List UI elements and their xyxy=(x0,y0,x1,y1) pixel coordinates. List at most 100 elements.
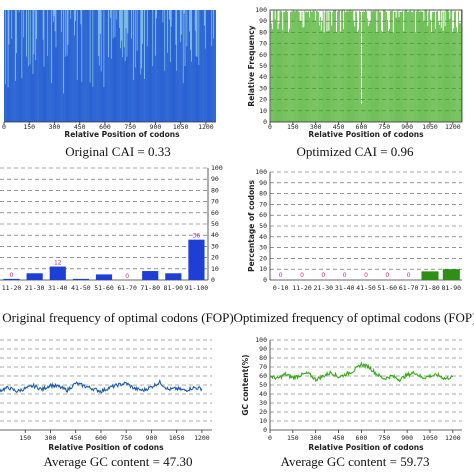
y-tick-label: 0 xyxy=(263,118,267,126)
cai-bar xyxy=(70,18,72,122)
cai-bar xyxy=(98,65,100,122)
cai-bar xyxy=(98,56,99,122)
x-axis-label: Relative Position of codons xyxy=(308,130,424,139)
cai-bar xyxy=(100,71,102,122)
x-tick-label: 11-20 xyxy=(292,284,312,292)
cai-bar xyxy=(13,10,14,122)
cai-bar xyxy=(436,11,437,123)
x-tick-label: 0 xyxy=(2,123,6,131)
cai-bar xyxy=(432,12,433,123)
cai-bar xyxy=(456,27,457,122)
cai-bar xyxy=(395,17,397,122)
cai-bar xyxy=(350,11,352,122)
cai-bar xyxy=(163,10,165,122)
cai-bar xyxy=(441,11,443,122)
y-tick-label: 10 xyxy=(259,265,267,273)
cai-bar xyxy=(57,10,59,122)
cai-bar xyxy=(142,43,143,122)
cai-bar xyxy=(356,11,358,122)
cai-bar xyxy=(407,12,408,122)
x-tick-label: 750 xyxy=(120,434,132,442)
x-tick-label: 1050 xyxy=(422,434,438,442)
x-tick-label: 51-60 xyxy=(94,284,114,292)
cai-bar xyxy=(99,33,101,122)
cai-bar xyxy=(295,10,297,123)
cai-bar xyxy=(298,12,300,122)
cai-bar xyxy=(117,10,119,122)
cai-bar xyxy=(177,10,179,122)
cai-bar xyxy=(21,78,23,122)
cai-bar xyxy=(414,10,415,122)
x-tick-label: 11-20 xyxy=(2,284,22,292)
cai-bar xyxy=(56,10,58,122)
cai-bar xyxy=(294,11,296,122)
cai-bar xyxy=(185,10,187,122)
cai-bar xyxy=(325,10,327,122)
y-tick-label: 40 xyxy=(259,233,267,241)
cai-bar xyxy=(135,10,137,122)
cai-bar xyxy=(71,10,73,122)
cai-bar xyxy=(297,11,299,123)
cai-bar xyxy=(452,32,454,122)
cai-bar xyxy=(331,25,333,122)
cai-bar xyxy=(62,10,63,122)
cai-bar xyxy=(458,11,459,123)
y-tick-label: 100 xyxy=(255,336,267,344)
x-tick-label: 1200 xyxy=(194,434,210,442)
cai-bar xyxy=(116,19,118,122)
cai-bar xyxy=(431,32,432,122)
cai-bar xyxy=(418,11,420,123)
x-tick-label: 61-70 xyxy=(399,284,419,292)
cai-bar xyxy=(54,31,56,122)
cai-bar xyxy=(106,10,108,122)
cai-bar xyxy=(453,28,455,122)
cai-bar xyxy=(124,61,126,122)
x-tick-label: 150 xyxy=(23,123,35,131)
cai-bar xyxy=(46,10,48,122)
cai-bar xyxy=(113,10,115,122)
cai-bar xyxy=(446,10,448,123)
cai-bar xyxy=(386,12,387,122)
cai-bar xyxy=(405,10,407,122)
y-tick-label: 50 xyxy=(259,381,267,389)
cai-bar xyxy=(150,10,152,122)
cai-bar xyxy=(87,10,89,122)
cai-bar xyxy=(199,10,201,122)
cai-bar xyxy=(44,10,46,122)
cai-bar xyxy=(196,56,198,122)
x-tick-label: 600 xyxy=(99,123,111,131)
cai-bar xyxy=(15,53,17,122)
cai-bar xyxy=(413,10,414,123)
cai-bar xyxy=(410,10,411,122)
cai-bar xyxy=(43,66,45,122)
cai-bar xyxy=(390,11,391,122)
cai-bar xyxy=(213,38,214,123)
cai-bar xyxy=(404,11,406,122)
cai-bar xyxy=(442,30,444,122)
cai-bar xyxy=(111,10,113,122)
cai-bar xyxy=(134,67,136,122)
cai-bar xyxy=(187,10,189,122)
cai-bar xyxy=(281,11,283,123)
cai-bar xyxy=(373,10,375,122)
cai-bar xyxy=(368,23,370,122)
cai-bar xyxy=(437,11,438,123)
y-axis-label: Relative Frequency xyxy=(247,25,256,106)
cai-bar xyxy=(279,11,281,123)
x-tick-label: 1050 xyxy=(169,434,185,442)
cai-bar xyxy=(287,12,288,122)
cai-bar xyxy=(341,10,342,123)
cai-bar xyxy=(59,10,61,122)
cai-bar xyxy=(139,10,141,122)
x-tick-label: 81-90 xyxy=(164,284,184,292)
cai-bar xyxy=(86,10,87,122)
cai-bar xyxy=(158,10,160,122)
cai-bar xyxy=(90,10,92,122)
cai-bar xyxy=(42,39,44,123)
y-tick-label: 0 xyxy=(211,276,215,284)
cai-bar xyxy=(159,10,161,122)
cai-bar xyxy=(338,10,339,122)
cai-bar xyxy=(310,10,311,122)
cai-bar xyxy=(399,12,401,122)
